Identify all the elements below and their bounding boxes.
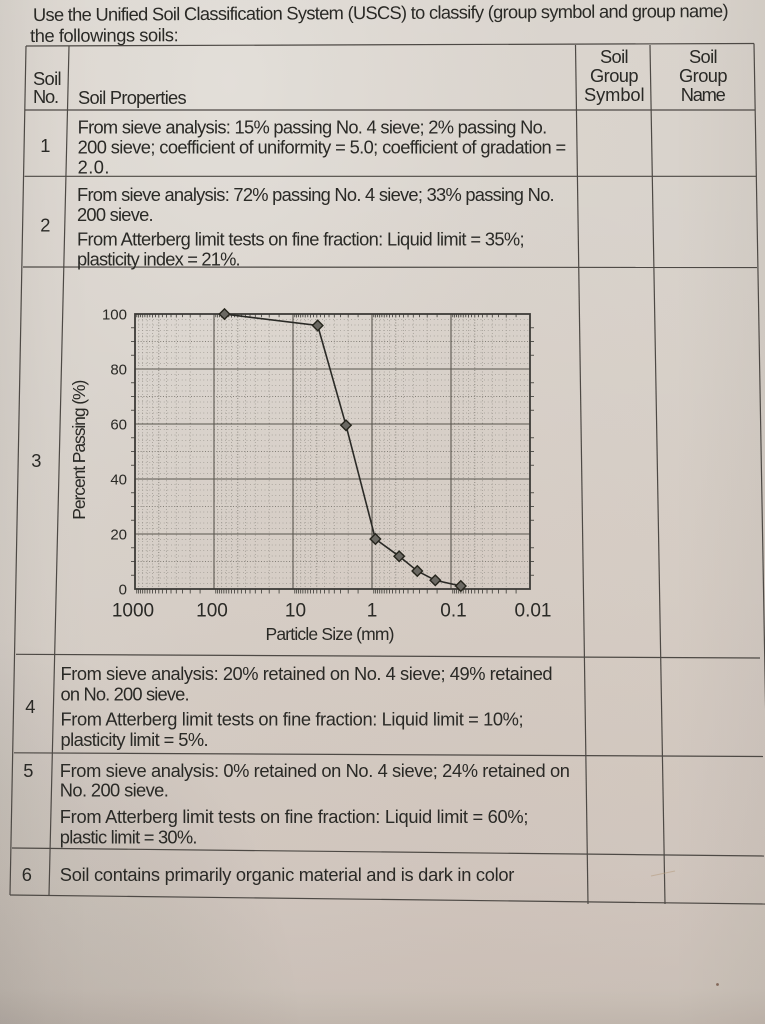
svg-text:Particle Size (mm): Particle Size (mm) (266, 624, 395, 644)
svg-text:200 sieve.: 200 sieve. (77, 204, 153, 225)
svg-text:0.01: 0.01 (515, 601, 552, 622)
svg-text:on No. 200 sieve.: on No. 200 sieve. (61, 683, 190, 704)
svg-text:4: 4 (25, 696, 35, 717)
svg-text:From Atterberg limit tests on: From Atterberg limit tests on fine fract… (61, 708, 524, 729)
svg-text:Group: Group (590, 65, 638, 86)
svg-text:No.: No. (33, 86, 59, 107)
svg-text:5: 5 (23, 760, 33, 781)
svg-text:Soil Properties: Soil Properties (78, 87, 186, 108)
svg-text:Group: Group (679, 65, 727, 86)
svg-text:Soil: Soil (33, 68, 61, 89)
svg-text:the followings soils:: the followings soils: (30, 24, 178, 46)
svg-text:1000: 1000 (112, 601, 154, 622)
svg-text:From Atterberg limit tests on: From Atterberg limit tests on fine fract… (77, 229, 524, 250)
svg-text:From sieve analysis: 72% passi: From sieve analysis: 72% passing No. 4 s… (77, 184, 554, 205)
svg-text:Soil contains primarily organi: Soil contains primarily organic material… (60, 864, 515, 885)
svg-text:plasticity limit = 5%.: plasticity limit = 5%. (61, 729, 209, 750)
svg-text:plastic limit = 30%.: plastic limit = 30%. (60, 827, 197, 848)
svg-text:0: 0 (119, 582, 127, 599)
svg-text:100: 100 (196, 601, 228, 622)
svg-text:From sieve analysis: 20% retai: From sieve analysis: 20% retained on No.… (61, 663, 553, 684)
svg-text:1: 1 (367, 601, 378, 622)
svg-text:2: 2 (40, 215, 50, 236)
svg-text:60: 60 (110, 417, 127, 434)
svg-text:Symbol: Symbol (584, 84, 644, 105)
svg-text:40: 40 (110, 472, 127, 489)
svg-text:From sieve analysis: 15% passi: From sieve analysis: 15% passing No. 4 s… (78, 116, 547, 137)
svg-text:Use the Unified Soil Classific: Use the Unified Soil Classification Syst… (33, 0, 728, 25)
svg-text:10: 10 (285, 601, 306, 622)
svg-text:Percent Passing (%): Percent Passing (%) (69, 380, 89, 520)
svg-text:100: 100 (102, 307, 127, 324)
svg-text:Name: Name (681, 84, 726, 105)
svg-text:0.1: 0.1 (440, 601, 466, 622)
svg-text:1: 1 (40, 135, 50, 156)
svg-text:From Atterberg limit tests on: From Atterberg limit tests on fine fract… (60, 806, 528, 827)
svg-text:3: 3 (31, 450, 41, 471)
svg-text:80: 80 (110, 362, 127, 379)
svg-text:plasticity index = 21%.: plasticity index = 21%. (77, 249, 240, 270)
svg-text:20: 20 (110, 527, 127, 544)
svg-text:No. 200 sieve.: No. 200 sieve. (60, 780, 168, 801)
svg-text:200 sieve; coefficient of unif: 200 sieve; coefficient of uniformity = 5… (78, 137, 566, 158)
svg-text:2.0.: 2.0. (78, 157, 109, 178)
svg-text:Soil: Soil (689, 46, 717, 67)
svg-text:Soil: Soil (600, 46, 628, 67)
svg-text:From sieve analysis: 0% retain: From sieve analysis: 0% retained on No. … (60, 760, 570, 781)
svg-text:6: 6 (22, 864, 32, 885)
